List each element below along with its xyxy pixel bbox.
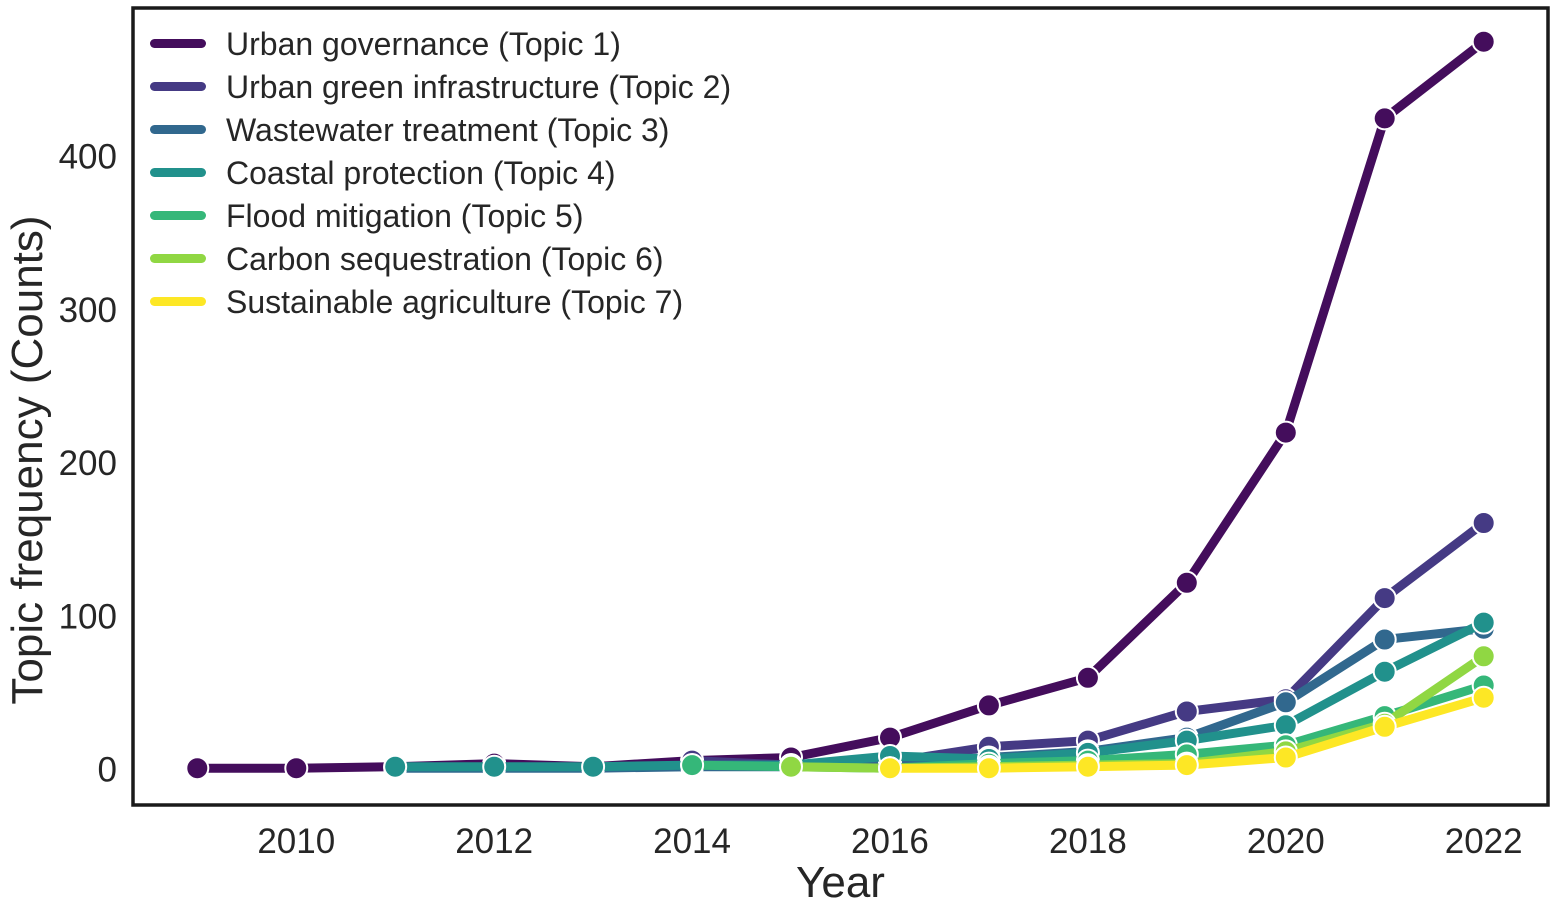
series-line-topic-4	[390, 618, 1489, 772]
legend: Urban governance (Topic 1) Urban green i…	[150, 22, 731, 323]
data-point-topic-1	[185, 756, 210, 781]
y-tick-label: 300	[59, 291, 117, 330]
legend-label: Sustainable agriculture (Topic 7)	[226, 283, 684, 320]
data-point-topic-7	[1075, 754, 1100, 779]
data-point-topic-7	[878, 756, 902, 781]
data-point-topic-7	[1372, 714, 1397, 739]
data-point-topic-7	[1273, 745, 1298, 770]
legend-label: Urban governance (Topic 1)	[226, 25, 621, 62]
data-point-topic-1	[1471, 29, 1496, 54]
data-point-topic-7	[1471, 685, 1496, 710]
data-point-topic-4	[1372, 659, 1397, 684]
legend-item-topic-2: Urban green infrastructure (Topic 2)	[150, 65, 731, 108]
data-point-topic-7	[1174, 753, 1199, 778]
data-point-topic-1	[284, 756, 309, 781]
data-point-topic-1	[1174, 570, 1199, 595]
legend-label: Wastewater treatment (Topic 3)	[226, 111, 670, 148]
x-tick-label: 2010	[257, 822, 335, 861]
data-point-topic-1	[1075, 665, 1100, 690]
data-point-topic-4	[383, 754, 408, 779]
data-point-topic-1	[1273, 420, 1298, 445]
y-tick-label: 400	[59, 138, 117, 177]
y-axis-label: Topic frequency (Counts)	[3, 215, 52, 705]
y-tick-label: 200	[59, 444, 117, 483]
data-point-topic-4	[482, 754, 507, 779]
y-tick-label: 100	[59, 597, 117, 636]
legend-label: Urban green infrastructure (Topic 2)	[226, 68, 732, 105]
data-point-topic-6	[1471, 644, 1496, 669]
y-tick-label: 0	[98, 751, 117, 790]
data-point-topic-1	[1372, 106, 1397, 131]
data-point-topic-3	[1372, 627, 1397, 652]
data-point-topic-6	[779, 754, 803, 779]
legend-item-topic-7: Sustainable agriculture (Topic 7)	[150, 280, 731, 323]
legend-item-topic-6: Carbon sequestration (Topic 6)	[150, 237, 731, 280]
legend-swatch-topic-7	[150, 297, 206, 306]
data-point-topic-2	[1174, 699, 1199, 724]
legend-item-topic-4: Coastal protection (Topic 4)	[150, 151, 731, 194]
x-tick-label: 2022	[1445, 822, 1523, 861]
legend-item-topic-5: Flood mitigation (Topic 5)	[150, 194, 731, 237]
x-axis-label: Year	[796, 858, 885, 902]
data-point-topic-3	[1273, 690, 1298, 715]
data-point-topic-4	[581, 754, 606, 779]
legend-item-topic-3: Wastewater treatment (Topic 3)	[150, 108, 731, 151]
legend-swatch-topic-5	[150, 211, 206, 220]
data-point-topic-5	[680, 753, 705, 778]
x-tick-label: 2014	[653, 822, 731, 861]
legend-swatch-topic-4	[150, 168, 206, 177]
legend-item-topic-1: Urban governance (Topic 1)	[150, 22, 731, 65]
plot-frame	[131, 6, 1550, 807]
legend-swatch-topic-1	[150, 39, 206, 48]
legend-swatch-topic-2	[150, 82, 206, 91]
legend-swatch-topic-3	[150, 125, 206, 134]
x-tick-label: 2018	[1049, 822, 1127, 861]
data-point-topic-2	[1372, 586, 1397, 611]
legend-label: Flood mitigation (Topic 5)	[226, 197, 584, 234]
legend-swatch-topic-6	[150, 254, 206, 263]
data-point-topic-1	[976, 693, 1001, 718]
legend-label: Carbon sequestration (Topic 6)	[226, 240, 664, 277]
x-tick-label: 2016	[851, 822, 929, 861]
data-point-topic-2	[1471, 511, 1496, 535]
x-tick-label: 2012	[455, 822, 533, 861]
legend-label: Coastal protection (Topic 4)	[226, 154, 616, 191]
x-tick-label: 2020	[1247, 822, 1325, 861]
data-point-topic-4	[1273, 713, 1298, 738]
data-point-topic-7	[976, 756, 1001, 781]
data-point-topic-4	[1471, 610, 1496, 635]
